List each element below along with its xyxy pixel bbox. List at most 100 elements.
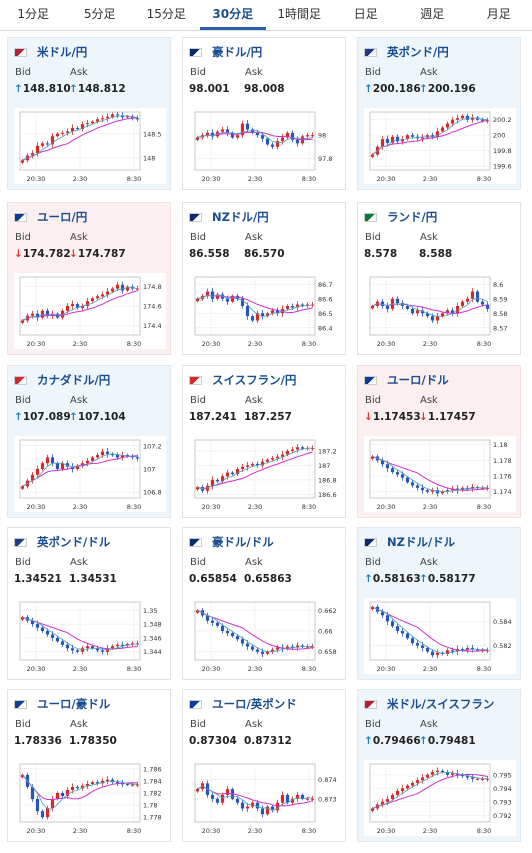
candle-body <box>220 129 225 132</box>
candle-body <box>255 313 260 321</box>
pair-name[interactable]: カナダドル/円 <box>37 373 111 387</box>
currency-card[interactable]: 豪ドル/円 Bid Ask 98.001 98.008 98 97.8 20:30 2:30 8:… <box>182 37 346 190</box>
mini-chart[interactable]: 1.35 1.348 1.346 1.344 20:30 2:30 8:30 <box>14 598 166 674</box>
pair-name[interactable]: 英ポンド/円 <box>387 45 449 59</box>
trend-arrow-icon: ↑ <box>419 573 428 585</box>
pair-title[interactable]: ユーロ/ドル <box>364 372 449 388</box>
currency-card[interactable]: スイスフラン/円 Bid Ask 187.241 187.257 187.2 187 186.… <box>182 365 346 518</box>
pair-title[interactable]: ユーロ/豪ドル <box>14 696 110 712</box>
ask-price: 86.570 <box>244 248 285 260</box>
y-tick-label: 0.584 <box>493 618 512 626</box>
pair-name[interactable]: ユーロ/英ポンド <box>212 697 297 711</box>
tab-1min[interactable]: 1分足 <box>17 7 50 21</box>
pair-title[interactable]: NZドル/ドル <box>364 534 455 550</box>
candle-body <box>465 298 470 302</box>
candle-body <box>105 451 110 454</box>
y-tick-label: 1.348 <box>143 621 162 629</box>
candle-body <box>435 770 440 773</box>
pair-title[interactable]: 米ドル/円 <box>14 44 87 60</box>
pair-title[interactable]: ランド/円 <box>364 209 437 225</box>
candle-body <box>130 116 135 119</box>
mini-chart[interactable]: 0.584 0.582 20:30 2:30 8:30 <box>364 598 516 674</box>
pair-name[interactable]: NZドル/ドル <box>387 535 456 549</box>
pair-name[interactable]: 豪ドル/円 <box>212 45 263 59</box>
pair-title[interactable]: 豪ドル/ドル <box>189 534 274 550</box>
tab-30min[interactable]: 30分足 <box>199 0 266 30</box>
pair-name[interactable]: ユーロ/豪ドル <box>37 697 111 711</box>
candle-body <box>250 463 255 466</box>
candle-body <box>210 291 215 299</box>
flag-icon <box>189 699 202 709</box>
mini-chart[interactable]: 98 97.8 20:30 2:30 8:30 <box>189 108 341 184</box>
tab-5min[interactable]: 5分足 <box>83 7 116 21</box>
pair-name[interactable]: 米ドル/円 <box>37 45 88 59</box>
x-tick-label: 20:30 <box>377 503 396 511</box>
tab-1hour[interactable]: 1時間足 <box>277 7 322 21</box>
pair-title[interactable]: スイスフラン/円 <box>189 372 296 388</box>
pair-name[interactable]: ユーロ/ドル <box>387 373 449 387</box>
mini-chart[interactable]: 0.662 0.66 0.658 20:30 2:30 8:30 <box>189 598 341 674</box>
mini-chart[interactable]: 107.2 107 106.8 20:30 2:30 8:30 <box>14 436 166 512</box>
mini-chart[interactable]: 0.874 0.873 20:30 2:30 8:30 <box>189 760 341 836</box>
currency-card[interactable]: NZドル/ドル Bid Ask ↑0.58163 ↑0.58177 0.584 0.582 2… <box>357 527 521 680</box>
pair-title[interactable]: 英ポンド/ドル <box>14 534 110 550</box>
bid-label: Bid <box>365 557 381 568</box>
candle-body <box>105 116 110 119</box>
pair-title[interactable]: 英ポンド/円 <box>364 44 449 60</box>
ma-short-line <box>372 297 488 317</box>
currency-card[interactable]: ユーロ/英ポンド Bid Ask 0.87304 0.87312 0.874 0.873 20… <box>182 689 346 842</box>
mini-chart[interactable]: 200.2 200 199.8 199.6 20:30 2:30 8:30 <box>364 108 516 184</box>
pair-name[interactable]: スイスフラン/円 <box>212 373 297 387</box>
pair-title[interactable]: NZドル/円 <box>189 209 269 225</box>
pair-name[interactable]: 豪ドル/ドル <box>212 535 274 549</box>
pair-title[interactable]: カナダドル/円 <box>14 372 110 388</box>
ask-value: 98.008 <box>244 83 285 95</box>
candle-body <box>230 472 235 475</box>
mini-chart[interactable]: 8.6 8.59 8.58 8.57 20:30 2:30 8:30 <box>364 273 516 349</box>
candle-body <box>75 127 80 129</box>
ma-long-line <box>22 455 138 487</box>
mini-chart[interactable]: 148.5 148 20:30 2:30 8:30 <box>14 108 166 184</box>
pair-name[interactable]: ランド/円 <box>387 210 438 224</box>
bid-value: 187.241 <box>189 411 237 423</box>
bid-price: ↑107.089 <box>14 411 71 423</box>
candle-body <box>230 633 235 637</box>
pair-name[interactable]: 米ドル/スイスフラン <box>387 697 495 711</box>
currency-card[interactable]: 米ドル/スイスフラン Bid Ask ↑0.79466 ↑0.79481 0.795 0.7… <box>357 689 521 842</box>
tab-15min[interactable]: 15分足 <box>146 7 186 21</box>
mini-chart[interactable]: 86.7 86.6 86.5 86.4 20:30 2:30 8:30 <box>189 273 341 349</box>
mini-chart[interactable]: 1.18 1.178 1.176 1.174 20:30 2:30 8:30 <box>364 436 516 512</box>
currency-card[interactable]: ランド/円 Bid Ask 8.578 8.588 8.6 8.59 8.58 8.57 20:3… <box>357 202 521 355</box>
currency-card[interactable]: 米ドル/円 Bid Ask ↑148.810 ↑148.812 148.5 148 20:30… <box>7 37 171 190</box>
currency-card[interactable]: 豪ドル/ドル Bid Ask 0.65854 0.65863 0.662 0.66 0.658… <box>182 527 346 680</box>
pair-name[interactable]: ユーロ/円 <box>37 210 88 224</box>
pair-title[interactable]: 豪ドル/円 <box>189 44 262 60</box>
pair-name[interactable]: 英ポンド/ドル <box>37 535 111 549</box>
currency-card[interactable]: 英ポンド/円 Bid Ask ↑200.186 ↑200.196 200.2 200 199.… <box>357 37 521 190</box>
tab-daily[interactable]: 日足 <box>353 7 378 21</box>
pair-name[interactable]: NZドル/円 <box>212 210 269 224</box>
x-tick-label: 8:30 <box>127 175 142 183</box>
pair-title[interactable]: ユーロ/円 <box>14 209 87 225</box>
mini-chart[interactable]: 0.795 0.794 0.793 0.792 20:30 2:30 8:30 <box>364 760 516 836</box>
currency-card[interactable]: ユーロ/豪ドル Bid Ask 1.78336 1.78350 1.786 1.784 1.7… <box>7 689 171 842</box>
tab-monthly[interactable]: 月足 <box>486 7 511 21</box>
flag-icon <box>14 212 27 222</box>
tab-weekly[interactable]: 週足 <box>420 7 445 21</box>
ask-price: ↑148.812 <box>69 83 126 95</box>
currency-card[interactable]: NZドル/円 Bid Ask 86.558 86.570 86.7 86.6 86.5 86.4… <box>182 202 346 355</box>
candle-body <box>440 127 445 132</box>
mini-chart[interactable]: 187.2 187 186.8 186.6 20:30 2:30 8:30 <box>189 436 341 512</box>
currency-card[interactable]: ユーロ/円 Bid Ask ↓174.782 ↓174.787 174.8 174.6 174… <box>7 202 171 355</box>
mini-chart[interactable]: 174.8 174.6 174.4 20:30 2:30 8:30 <box>14 273 166 349</box>
pair-title[interactable]: 米ドル/スイスフラン <box>364 696 494 712</box>
candle-body <box>90 121 95 124</box>
candle-body <box>135 643 140 645</box>
currency-card[interactable]: ユーロ/ドル Bid Ask ↓1.17453 ↓1.17457 1.18 1.178 1.1… <box>357 365 521 518</box>
currency-card[interactable]: カナダドル/円 Bid Ask ↑107.089 ↑107.104 107.2 107 106… <box>7 365 171 518</box>
candle-body <box>450 650 455 652</box>
candle-body <box>420 137 425 139</box>
currency-card[interactable]: 英ポンド/ドル Bid Ask 1.34521 1.34531 1.35 1.348 1.34… <box>7 527 171 680</box>
mini-chart[interactable]: 1.786 1.784 1.782 1.78 1.778 20:30 2:30 8:30 <box>14 760 166 836</box>
pair-title[interactable]: ユーロ/英ポンド <box>189 696 297 712</box>
